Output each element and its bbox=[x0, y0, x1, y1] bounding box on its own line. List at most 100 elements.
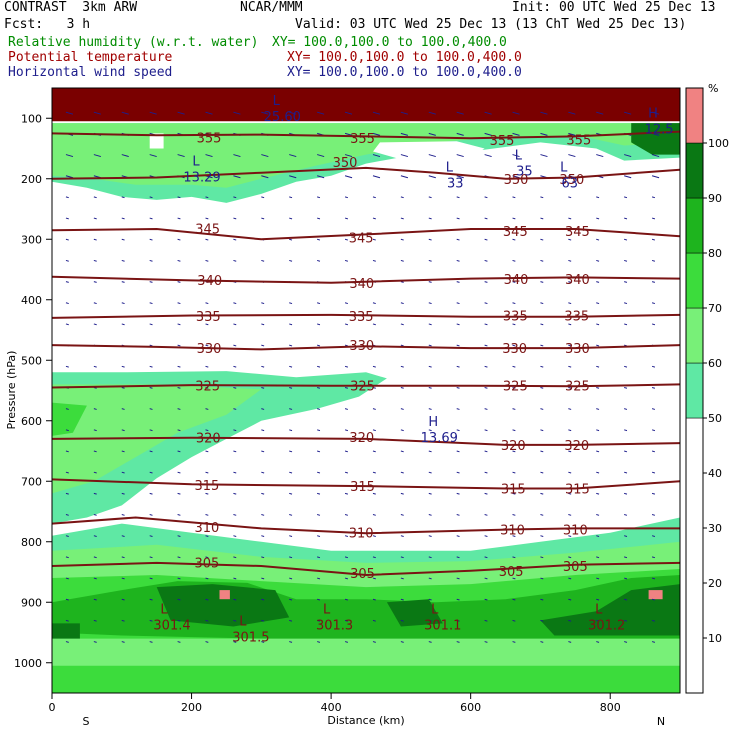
wind-vector bbox=[344, 535, 349, 537]
wind-vector bbox=[149, 344, 153, 347]
wind-vector bbox=[261, 196, 265, 199]
wind-vector bbox=[177, 196, 181, 199]
wind-vector bbox=[596, 450, 600, 453]
wind-vector bbox=[568, 598, 572, 601]
valid-time: Valid: 03 UTC Wed 25 Dec 13 (13 ChT Wed … bbox=[295, 17, 687, 32]
wind-vector bbox=[149, 429, 153, 432]
wind-vector bbox=[65, 641, 69, 643]
wind-vector bbox=[344, 196, 349, 199]
wind-vector bbox=[149, 492, 153, 495]
theta-label-335: 335 bbox=[196, 310, 221, 325]
wind-vector bbox=[317, 598, 321, 601]
wind-extremum-marker: L bbox=[515, 149, 523, 164]
wind-vector bbox=[400, 196, 404, 199]
wind-vector bbox=[568, 450, 572, 453]
wind-vector bbox=[512, 429, 516, 432]
theta-label-305: 305 bbox=[350, 567, 375, 582]
wind-vector bbox=[651, 408, 656, 410]
wind-vector bbox=[344, 344, 349, 347]
rh-gap-1 bbox=[149, 133, 164, 149]
wind-vector bbox=[540, 514, 544, 516]
wind-vector bbox=[205, 471, 209, 474]
wind-vector bbox=[289, 323, 293, 326]
theta-low-value: 301.5 bbox=[232, 630, 269, 645]
wind-vector bbox=[344, 556, 349, 559]
theta-label-310: 310 bbox=[500, 524, 525, 539]
wind-vector bbox=[233, 471, 237, 474]
theta-contour-310 bbox=[52, 516, 680, 535]
wind-vector bbox=[624, 196, 628, 199]
wind-vector bbox=[400, 302, 404, 305]
wind-vector bbox=[568, 408, 572, 410]
theta-label-340: 340 bbox=[349, 277, 374, 292]
wind-vector bbox=[512, 492, 516, 495]
colorbar-tick-label: 60 bbox=[708, 357, 722, 370]
wind-vector bbox=[149, 323, 153, 326]
wind-vector bbox=[568, 132, 576, 136]
wind-vector bbox=[121, 471, 125, 474]
wind-vector bbox=[65, 365, 69, 368]
wind-vector bbox=[624, 154, 632, 158]
wind-vector bbox=[205, 259, 209, 262]
wind-vector bbox=[65, 281, 69, 283]
wind-vector bbox=[428, 111, 436, 115]
wind-vector bbox=[205, 386, 209, 389]
wind-vector bbox=[568, 281, 572, 283]
wind-vector bbox=[289, 619, 293, 622]
wind-vector bbox=[651, 259, 656, 262]
wind-vector bbox=[233, 535, 237, 537]
wind-vector bbox=[596, 429, 600, 432]
x-tick-label: 800 bbox=[600, 701, 621, 714]
wind-vector bbox=[512, 556, 516, 559]
wind-vector bbox=[540, 619, 544, 622]
colorbar-band bbox=[685, 197, 704, 254]
wind-vector bbox=[121, 598, 125, 601]
wind-vector bbox=[233, 196, 237, 199]
wind-vector bbox=[484, 344, 488, 347]
wind-vector bbox=[596, 365, 600, 368]
wind-vector bbox=[596, 471, 600, 474]
wind-vector bbox=[400, 471, 404, 474]
wind-vector bbox=[205, 365, 209, 368]
theta-low-value: 301.1 bbox=[424, 618, 461, 633]
wind-vector bbox=[121, 154, 129, 158]
theta-label-315: 315 bbox=[194, 479, 219, 494]
wind-vector bbox=[372, 514, 376, 516]
wind-vector bbox=[177, 492, 181, 495]
wind-vector bbox=[261, 492, 265, 495]
wind-vector bbox=[624, 238, 628, 241]
y-tick-label: 600 bbox=[21, 415, 42, 428]
wind-vector bbox=[65, 302, 69, 305]
wind-vector bbox=[289, 344, 293, 347]
wind-vector bbox=[540, 365, 544, 368]
org-label: NCAR/MMM bbox=[240, 0, 303, 15]
y-axis-title: Pressure (hPa) bbox=[5, 351, 18, 430]
wind-vector bbox=[372, 556, 376, 559]
wind-vector bbox=[651, 556, 656, 559]
wind-vector bbox=[540, 196, 544, 199]
theta-low-marker: L bbox=[595, 602, 603, 617]
colorbar-tick-label: 10 bbox=[708, 632, 722, 645]
wind-vector bbox=[233, 238, 237, 241]
wind-vector bbox=[317, 238, 321, 241]
wind-vector bbox=[484, 365, 488, 368]
wind-vector bbox=[540, 535, 544, 537]
colorbar: 10 20 30 40 50 60 70 80 90 100 bbox=[685, 87, 729, 694]
theta-label-330: 330 bbox=[502, 342, 527, 357]
wind-vector bbox=[261, 556, 265, 559]
wind-vector bbox=[568, 344, 572, 347]
wind-vector bbox=[512, 365, 516, 368]
wind-vector bbox=[568, 577, 572, 580]
theta-label-310: 310 bbox=[194, 521, 219, 536]
wind-vector bbox=[317, 471, 321, 474]
colorbar-tick-label: 100 bbox=[708, 137, 729, 150]
wind-vector bbox=[596, 556, 600, 559]
wind-vector bbox=[121, 619, 125, 622]
wind-vector bbox=[93, 238, 97, 241]
wind-vector bbox=[261, 175, 269, 179]
wind-vector bbox=[651, 217, 656, 220]
wind-vector bbox=[177, 450, 181, 453]
wind-vector bbox=[651, 323, 656, 326]
wind-vector bbox=[93, 111, 102, 115]
wind-vector bbox=[456, 132, 464, 136]
